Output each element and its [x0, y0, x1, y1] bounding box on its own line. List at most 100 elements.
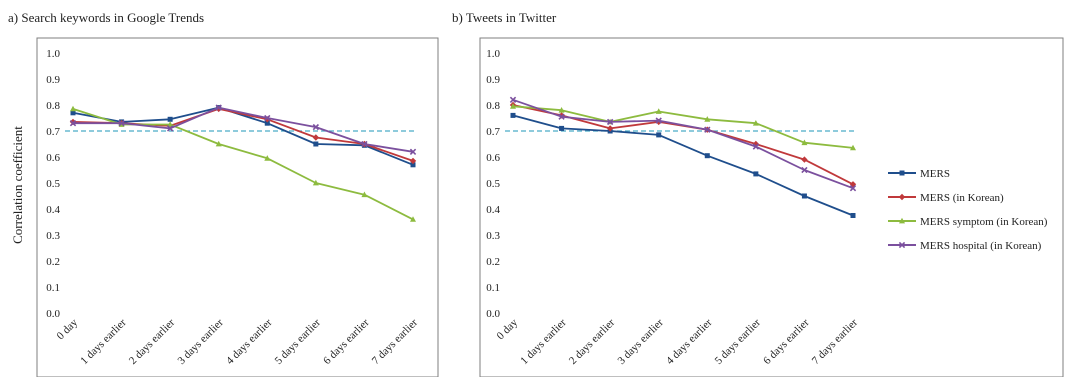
panel-a-series-mers-in-korean-point: [409, 157, 417, 165]
panel-a-ytick-label: 0.7: [46, 126, 60, 138]
panel-b-xtick-label: 2 days earlier: [567, 316, 618, 367]
panel-b-ytick-label: 0.9: [486, 74, 500, 86]
panel-a-series-mers-hospital-in-korean-point: [264, 114, 271, 122]
legend-marker-mers-in-korean: [898, 193, 906, 201]
panel-a-xtick-label: 3 days earlier: [175, 316, 226, 367]
panel-a-series-mers-in-korean-point: [312, 134, 320, 141]
panel-b-series-mers-point: [704, 153, 710, 159]
panel-b-ytick-label: 0.8: [486, 100, 500, 112]
panel-b-series-mers-hospital-in-korean-point: [606, 118, 614, 126]
panel-a-ytick-label: 0.4: [46, 204, 60, 216]
panel-b-ytick-label: 0.4: [486, 204, 500, 216]
y-axis-label: Correlation coefficient: [10, 126, 25, 244]
panel-b-series-mers-hospital-in-korean-line: [512, 98, 854, 190]
panel-a-series-mers-point: [410, 162, 416, 168]
panel-b-xtick-label: 7 days earlier: [810, 316, 861, 367]
panel-b-plot: 0.0 0.1 0.2 0.3 0.4 0.5 0.6 0.7 0.8 0.9 1.0 0 day1 …: [486, 48, 860, 367]
legend-label-mers-symptom-in-korean: MERS symptom (in Korean): [920, 216, 1048, 228]
panel-b-series-mers-symptom-in-korean-point: [558, 107, 565, 113]
panel-a-series-mers-symptom-in-korean-point: [410, 216, 416, 222]
panel-b-ytick-label: 0.3: [486, 230, 500, 242]
panel-a-series-mers-hospital-in-korean-point: [118, 120, 125, 127]
legend-marker-mers-hospital-in-korean: [898, 241, 906, 249]
panel-b-ytick-label: 0.6: [486, 152, 500, 164]
panel-b-ytick-label: 0.1: [486, 282, 500, 294]
panel-a-xtick-label: 6 days earlier: [321, 316, 372, 367]
panel-b-series-mers-in-korean-point: [801, 156, 808, 163]
panel-b-series-mers-point: [850, 213, 856, 218]
panel-b-series-mers-hospital-in-korean-point: [704, 126, 711, 133]
panel-a-xtick-label: 4 days earlier: [224, 316, 275, 367]
legend-marker-mers-symptom-in-korean: [899, 217, 905, 224]
panel-a-ytick-label: 0.2: [46, 256, 60, 268]
panel-a-series-mers-symptom-in-korean-point: [215, 140, 222, 147]
panel-b-series-mers-point: [510, 112, 516, 118]
panel-b-ytick-label: 1.0: [486, 48, 500, 60]
panel-b-series-mers-symptom-in-korean-point: [510, 103, 516, 109]
panel-b-series-mers-symptom-in-korean-point: [801, 139, 808, 146]
panel-b-series-mers-in-korean-point: [752, 140, 760, 148]
panel-a-ytick-label: 0.9: [46, 74, 60, 86]
panel-b-series-mers-hospital-in-korean-point: [801, 166, 808, 174]
panel-a-ytick-label: 0.6: [46, 152, 60, 164]
panel-a-series-mers-line: [72, 106, 414, 166]
panel-b-ytick-label: 0.2: [486, 256, 500, 268]
panel-a-ytick-label: 0.0: [46, 308, 60, 320]
panel-a-xtick-label: 5 days earlier: [273, 316, 324, 367]
panel-b-xtick-label: 6 days earlier: [761, 316, 812, 367]
panel-a-series-mers-hospital-in-korean-line: [73, 106, 414, 153]
panel-b-xtick-label: 3 days earlier: [615, 316, 666, 367]
panel-a-series-mers-symptom-in-korean-point: [361, 191, 368, 198]
panel-b-series-mers-in-korean-point: [655, 118, 662, 126]
panel-a-series-mers-hospital-in-korean-point: [312, 123, 320, 131]
panel-a-title: a) Search keywords in Google Trends: [8, 10, 204, 25]
panel-b-series-mers-hospital-in-korean-point: [849, 185, 857, 192]
panel-b-xtick-label: 4 days earlier: [664, 316, 715, 367]
panel-b-ytick-label: 0.7: [486, 126, 500, 138]
panel-b-xtick-label: 1 days earlier: [518, 316, 569, 367]
panel-b-xtick-label: 0 day: [495, 316, 521, 342]
panel-b-series-mers-point: [559, 125, 565, 131]
panel-a-ytick-label: 1.0: [46, 48, 60, 60]
panel-a-series-mers-point: [70, 110, 76, 116]
panel-a-series-mers-hospital-in-korean-point: [69, 120, 77, 127]
panel-b-series-mers-point: [801, 193, 807, 199]
panel-a-xtick-label: 0 day: [55, 316, 81, 342]
legend-label-mers: MERS: [920, 168, 950, 180]
panel-b-title: b) Tweets in Twitter: [452, 10, 557, 25]
panel-b-ytick-label: 0.0: [486, 308, 500, 320]
panel-a-series-mers-symptom-in-korean-point: [167, 121, 174, 127]
panel-a-series-mers-symptom-in-korean-point: [264, 155, 271, 161]
panel-a-series-mers-point: [313, 141, 319, 147]
panel-b-series-mers-symptom-in-korean-point: [850, 144, 856, 151]
panel-b-series-mers-symptom-in-korean-point: [655, 108, 662, 114]
panel-b-series-mers-line: [512, 114, 854, 217]
panel-a-series-mers-hospital-in-korean-point: [409, 148, 417, 155]
panel-a-frame: [36, 37, 439, 377]
panel-b-series-mers-symptom-in-korean-point: [704, 116, 711, 122]
panel-b-series-mers-hospital-in-korean-point: [509, 96, 517, 103]
panel-b-series-mers-symptom-in-korean-point: [752, 120, 759, 126]
legend-label-mers-in-korean: MERS (in Korean): [920, 192, 1004, 204]
panel-b-series-mers-hospital-in-korean-point: [752, 143, 760, 150]
panel-b-series-mers-hospital-in-korean-point: [558, 113, 565, 120]
legend-marker-mers: [899, 170, 905, 176]
panel-a-series-mers-in-korean-line: [72, 108, 414, 162]
panel-a-series-mers-point: [167, 116, 173, 122]
panel-a-plot: 0.0 0.1 0.2 0.3 0.4 0.5 0.6 0.7 0.8 0.9 1.0 0 day1 …: [46, 48, 420, 367]
panel-b-series-mers-point: [753, 171, 759, 177]
panel-a-ytick-label: 0.5: [46, 178, 60, 190]
panel-a-xtick-label: 2 days earlier: [127, 316, 178, 367]
panel-b-frame: [479, 37, 1064, 377]
panel-b-ytick-label: 0.5: [486, 178, 500, 190]
panel-b-xtick-label: 5 days earlier: [713, 316, 764, 367]
panel-a-series-mers-hospital-in-korean-point: [361, 140, 368, 148]
legend: MERS MERS (in Korean) MERS symptom (in Kor…: [888, 168, 1048, 252]
panel-a-series-mers-hospital-in-korean-point: [166, 125, 174, 132]
panel-b-series-mers-hospital-in-korean-point: [655, 117, 662, 124]
panel-a-ytick-label: 0.3: [46, 230, 60, 242]
legend-label-mers-hospital-in-korean: MERS hospital (in Korean): [920, 240, 1042, 252]
panel-b-series-mers-point: [656, 132, 662, 138]
panel-a-series-mers-hospital-in-korean-point: [215, 104, 222, 111]
